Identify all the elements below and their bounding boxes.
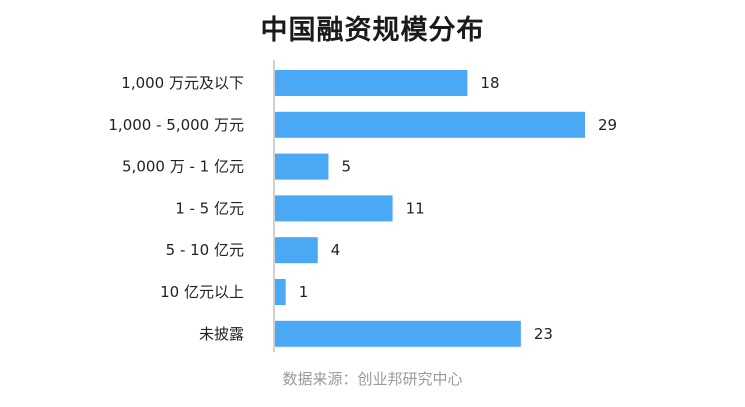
bar (275, 195, 393, 222)
value-label: 4 (331, 241, 341, 259)
data-source-note: 数据来源：创业邦研究中心 (282, 370, 463, 388)
category-label: 未披露 (199, 325, 244, 343)
bar (275, 70, 468, 96)
category-label: 5,000 万 - 1 亿元 (122, 158, 244, 176)
bars-layer (275, 70, 585, 347)
category-label: 1,000 万元及以下 (121, 74, 244, 92)
bar (275, 153, 329, 180)
bar (275, 320, 521, 347)
category-label: 5 - 10 亿元 (166, 241, 244, 259)
value-label: 5 (341, 158, 351, 176)
category-label: 10 亿元以上 (160, 283, 244, 301)
bar (275, 237, 318, 264)
chart-title: 中国融资规模分布 (260, 15, 485, 46)
value-label: 23 (534, 325, 553, 343)
value-label: 1 (299, 283, 309, 301)
value-label: 29 (598, 116, 617, 134)
category-label: 1,000 - 5,000 万元 (108, 116, 244, 134)
bar (275, 111, 585, 138)
value-label: 11 (406, 199, 425, 217)
value-label: 18 (480, 74, 499, 92)
labels-layer: 1,000 万元及以下 18 1,000 - 5,000 万元 29 5,000 万 -… (108, 74, 617, 343)
bar (275, 279, 286, 305)
category-label: 1 - 5 亿元 (175, 199, 244, 217)
